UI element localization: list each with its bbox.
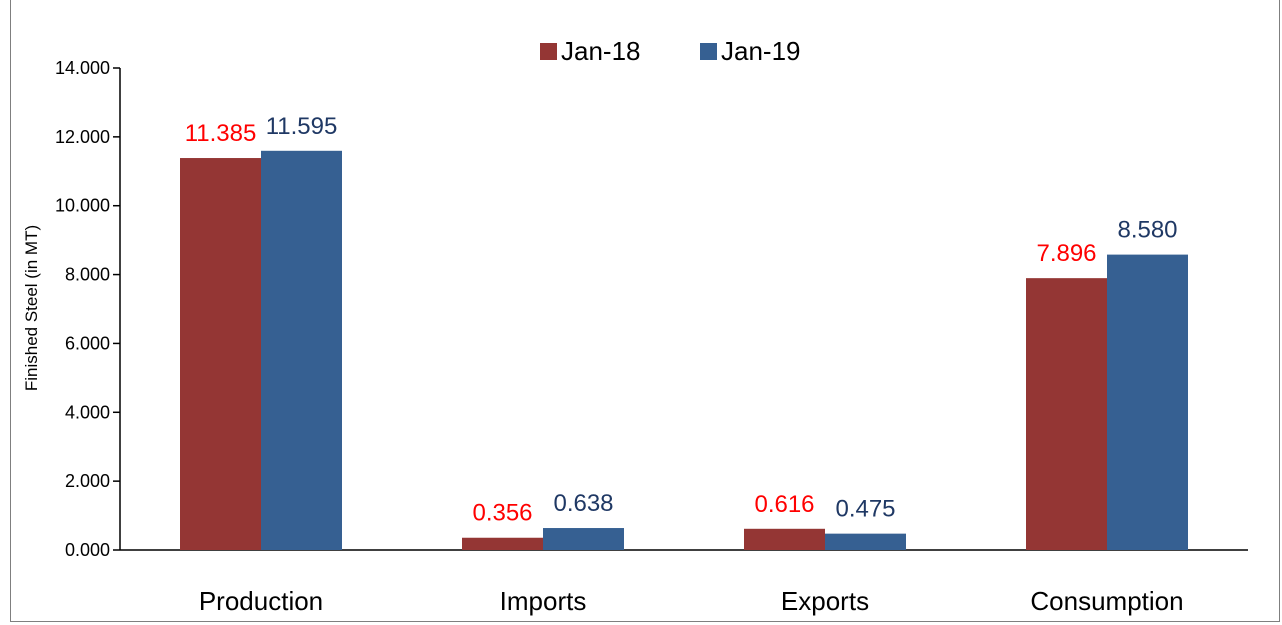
- bar-jan-19-consumption: [1107, 254, 1188, 551]
- y-tick-label: 14.000: [55, 58, 110, 78]
- legend: Jan-18 Jan-19: [540, 36, 801, 66]
- data-label: 0.356: [472, 500, 532, 527]
- bar-jan-18-consumption: [1026, 278, 1107, 550]
- data-label: 8.580: [1117, 217, 1177, 244]
- data-label: 7.896: [1036, 240, 1096, 267]
- data-label: 0.475: [835, 496, 895, 523]
- data-labels: 11.385 11.595 0.356 0.638 0.616 0.475 7.896 8.5…: [185, 113, 1178, 527]
- x-tick-label: Consumption: [1030, 586, 1183, 616]
- y-tick-label: 6.000: [65, 333, 110, 353]
- y-tick-label: 10.000: [55, 196, 110, 216]
- y-tick-label: 2.000: [65, 471, 110, 491]
- y-axis-title: Finished Steel (in MT): [22, 225, 41, 391]
- bar-jan-18-exports: [744, 528, 825, 550]
- data-label: 0.638: [553, 490, 613, 517]
- data-label: 0.616: [754, 491, 814, 518]
- y-tick-label: 0.000: [65, 540, 110, 560]
- x-tick-label: Exports: [781, 586, 869, 616]
- data-label: 11.385: [185, 120, 257, 147]
- y-tick-label: 4.000: [65, 402, 110, 422]
- bar-jan-19-imports: [543, 528, 624, 550]
- x-tick-label: Imports: [500, 586, 587, 616]
- bar-jan-18-production: [180, 158, 261, 551]
- bars: [180, 150, 1188, 551]
- legend-label: Jan-18: [561, 36, 641, 66]
- bar-jan-19-production: [261, 150, 342, 550]
- y-tick-label: 12.000: [55, 127, 110, 147]
- x-tick-label: Production: [199, 586, 323, 616]
- bar-jan-19-exports: [825, 533, 906, 550]
- legend-swatch: [700, 43, 717, 60]
- bar-jan-18-imports: [462, 537, 543, 550]
- legend-swatch: [540, 43, 557, 60]
- y-tick-label: 8.000: [65, 265, 110, 285]
- legend-label: Jan-19: [721, 36, 801, 66]
- data-label: 11.595: [266, 113, 338, 140]
